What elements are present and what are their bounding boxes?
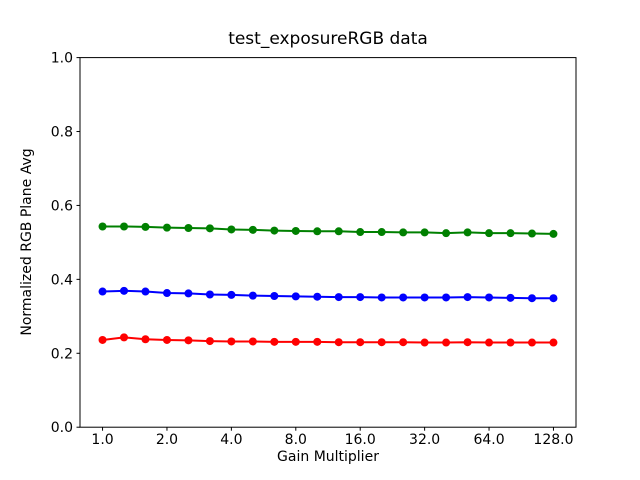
data-point-green <box>162 223 171 232</box>
data-point-green <box>184 223 193 232</box>
data-point-blue <box>506 293 515 302</box>
data-point-blue <box>313 292 322 301</box>
x-tick-label: 128.0 <box>533 432 573 448</box>
series-line-blue <box>102 289 554 300</box>
data-point-red <box>184 336 193 345</box>
data-point-blue <box>463 293 472 302</box>
data-point-green <box>334 227 343 236</box>
data-point-blue <box>184 289 193 298</box>
series-line-red <box>102 336 554 344</box>
data-point-blue <box>420 293 429 302</box>
y-tick-label: 0.4 <box>51 272 73 288</box>
y-tick-label: 0.0 <box>51 420 73 436</box>
data-point-green <box>248 225 257 234</box>
x-tick-label: 4.0 <box>220 432 242 448</box>
data-point-blue <box>205 290 214 299</box>
series-line-green <box>102 225 554 235</box>
chart-title: test_exposureRGB data <box>228 29 428 49</box>
data-point-red <box>270 337 279 346</box>
data-point-red <box>205 337 214 346</box>
data-point-red <box>98 335 107 344</box>
data-point-red <box>162 335 171 344</box>
data-point-blue <box>120 286 129 295</box>
data-point-green <box>399 228 408 237</box>
data-point-green <box>485 229 494 238</box>
data-point-blue <box>270 291 279 300</box>
x-tick-label: 1.0 <box>91 432 113 448</box>
data-point-red <box>463 338 472 347</box>
x-tick-label: 64.0 <box>473 432 504 448</box>
y-tick-label: 0.8 <box>51 125 73 141</box>
data-point-green <box>527 229 536 238</box>
data-point-green <box>313 227 322 236</box>
data-point-red <box>227 337 236 346</box>
plot-border <box>79 57 577 428</box>
data-point-blue <box>334 293 343 302</box>
data-point-green <box>227 225 236 234</box>
data-point-red <box>291 337 300 346</box>
data-point-red <box>485 338 494 347</box>
data-point-green <box>270 226 279 235</box>
data-point-red <box>120 333 129 342</box>
data-point-red <box>549 338 558 347</box>
data-point-red <box>527 338 536 347</box>
y-tick-label: 1.0 <box>51 51 73 67</box>
data-point-red <box>313 337 322 346</box>
data-point-green <box>506 229 515 238</box>
y-tick-label: 0.6 <box>51 198 73 214</box>
data-point-blue <box>248 291 257 300</box>
data-point-blue <box>141 287 150 296</box>
data-point-blue <box>442 293 451 302</box>
data-point-red <box>420 338 429 347</box>
data-point-green <box>120 222 129 231</box>
data-point-red <box>334 338 343 347</box>
data-point-green <box>205 224 214 233</box>
x-axis-label: Gain Multiplier <box>277 449 379 465</box>
data-point-red <box>377 338 386 347</box>
x-tick-label: 8.0 <box>285 432 307 448</box>
data-point-blue <box>377 293 386 302</box>
data-point-blue <box>399 293 408 302</box>
data-point-blue <box>527 294 536 303</box>
x-tick-label: 2.0 <box>156 432 178 448</box>
x-tick-label: 16.0 <box>345 432 376 448</box>
data-point-green <box>141 222 150 231</box>
y-tick-label: 0.2 <box>51 346 73 362</box>
data-point-blue <box>291 292 300 301</box>
data-point-red <box>399 338 408 347</box>
data-point-blue <box>227 290 236 299</box>
data-point-green <box>356 228 365 237</box>
data-point-blue <box>98 287 107 296</box>
data-point-blue <box>162 289 171 298</box>
data-point-green <box>98 222 107 231</box>
data-point-red <box>356 338 365 347</box>
data-point-blue <box>549 294 558 303</box>
data-point-red <box>442 338 451 347</box>
data-point-blue <box>356 293 365 302</box>
data-point-red <box>141 335 150 344</box>
data-point-red <box>506 338 515 347</box>
data-point-green <box>442 229 451 238</box>
data-point-red <box>248 337 257 346</box>
data-point-green <box>549 229 558 238</box>
data-point-blue <box>485 293 494 302</box>
data-point-green <box>377 228 386 237</box>
x-tick-label: 32.0 <box>409 432 440 448</box>
data-point-green <box>463 228 472 237</box>
data-point-green <box>420 228 429 237</box>
data-point-green <box>291 226 300 235</box>
